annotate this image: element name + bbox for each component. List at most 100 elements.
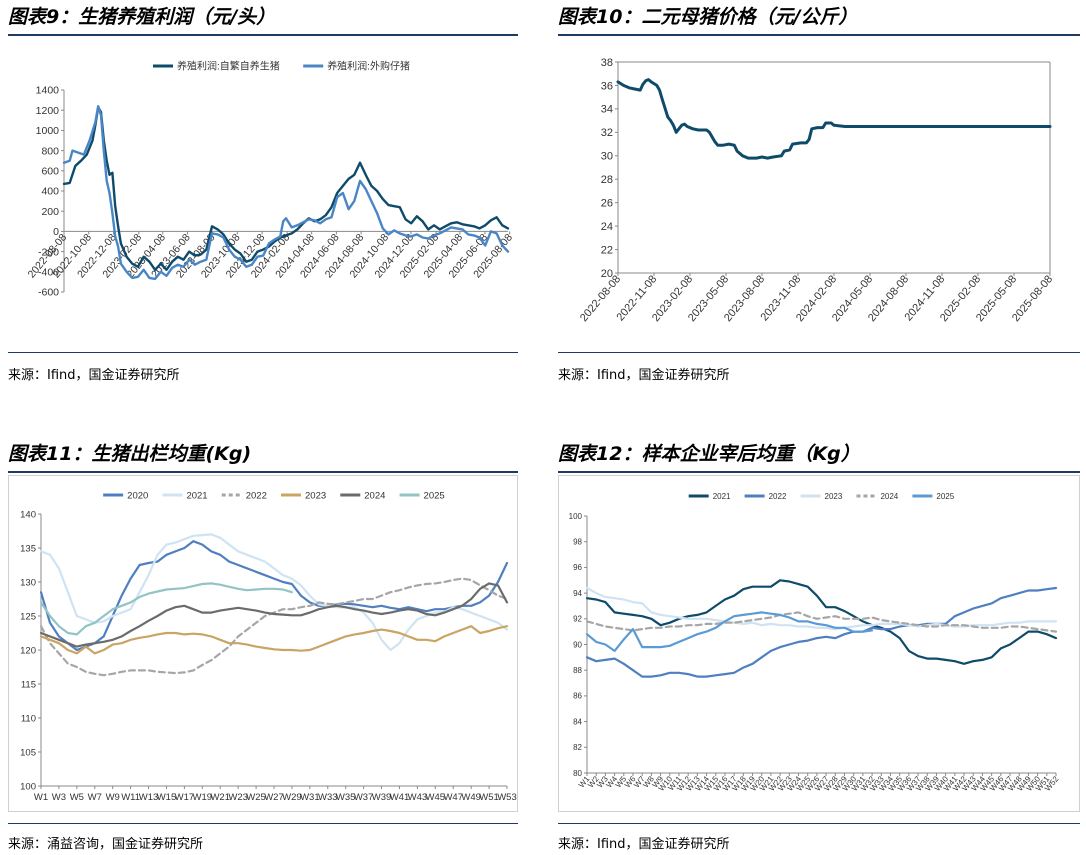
legend-label: 2023: [305, 490, 326, 501]
y-tick-label: 28: [601, 174, 613, 186]
y-tick-label: 94: [573, 589, 582, 598]
x-tick-label: W49: [461, 792, 481, 803]
series-line-s0: [62, 106, 510, 271]
y-tick-label: 120: [20, 645, 36, 656]
y-tick-label: -200: [38, 246, 59, 258]
x-tick-label: W15: [157, 792, 177, 803]
chart-profit: -600-400-2000200400600800100012001400202…: [26, 60, 516, 299]
source-rule: [8, 823, 518, 824]
y-tick-label: 135: [20, 543, 36, 554]
chart-frame: -600 -400 -200 0 200 400 600 800 1000 1200 1400 202…: [8, 40, 518, 340]
y-tick-label: 36: [601, 80, 613, 92]
y-tick-label: 82: [573, 743, 582, 752]
y-tick-label: 130: [20, 577, 36, 588]
y-tick-label: 800: [41, 145, 59, 157]
legend-label: 2025: [424, 490, 445, 501]
legend-label: 2025: [936, 492, 954, 501]
y-tick-label: 100: [569, 512, 583, 521]
chart-sow-price: 202224262830323436382022-08-082022-11-08…: [578, 57, 1055, 324]
panel-slaughter-weight: 图表11：生猪出栏均重(Kg) 100 105 110 115 120 125 130 135…: [8, 437, 518, 855]
y-tick-label: 200: [41, 206, 59, 218]
series-line-2024: [39, 582, 509, 648]
x-tick-label: W51: [479, 792, 499, 803]
y-tick-label: 84: [573, 717, 582, 726]
x-tick-label: W27: [264, 792, 284, 803]
y-tick-label: 98: [573, 538, 582, 547]
series-line-s0: [616, 78, 1052, 160]
y-tick-label: 90: [573, 640, 582, 649]
x-tick-label: W47: [443, 792, 463, 803]
title-rule: [558, 471, 1080, 473]
x-tick-label: W7: [88, 792, 102, 803]
series-line-2023: [39, 625, 509, 655]
y-tick-label: 30: [601, 151, 613, 163]
legend-label: 养殖利润:外购仔猪: [327, 60, 410, 73]
legend-label: 2022: [769, 492, 787, 501]
x-tick-label: W29: [282, 792, 302, 803]
panel-title: 图表10：二元母猪价格（元/公斤）: [558, 6, 858, 28]
legend: 2021 2022 2023 2024 2025: [688, 492, 955, 501]
x-tick-label: W9: [106, 792, 120, 803]
legend-label: 2023: [825, 492, 843, 501]
x-tick-label: W5: [70, 792, 84, 803]
x-tick-label: W23: [228, 792, 248, 803]
x-tick-label: W41: [390, 792, 410, 803]
y-tick-label: -400: [38, 266, 59, 278]
x-tick-label: W31: [300, 792, 320, 803]
source-rule: [8, 352, 518, 353]
panel-sow-price: 图表10：二元母猪价格（元/公斤） 20 22 24 26 28 30 32 34 36 38 20…: [558, 0, 1080, 400]
title-rule: [8, 34, 518, 36]
panel-profit: 图表9：生猪养殖利润（元/头） -600 -400 -200 0 200 400 600 80…: [8, 0, 518, 400]
x-tick-label: W43: [408, 792, 428, 803]
legend-label: 2024: [880, 492, 898, 501]
y-tick-label: 32: [601, 127, 613, 139]
y-tick-label: 600: [41, 165, 59, 177]
x-tick-label: W53: [497, 792, 517, 803]
legend-label: 2024: [364, 490, 385, 501]
y-tick-label: 100: [20, 781, 36, 792]
series-line-2025: [585, 611, 874, 652]
chart-frame: 100 105 110 115 120 125 130 135 140 W1 W3 W5 W7 W9 W11…: [8, 475, 518, 812]
chart-frame: 20 22 24 26 28 30 32 34 36 38 2022-08-08 2022-11-08…: [558, 40, 1080, 340]
series-line-2021: [39, 533, 509, 652]
legend-label: 养殖利润:自繁自养生猪: [177, 60, 280, 73]
legend-label: 2020: [127, 490, 148, 501]
y-tick-label: 34: [601, 104, 613, 116]
x-tick-label: W3: [52, 792, 66, 803]
y-tick-label: 92: [573, 615, 582, 624]
source-rule: [558, 823, 1080, 824]
source-note: 来源：Ifind，国金证券研究所: [8, 368, 180, 383]
x-tick-label: W25: [246, 792, 266, 803]
panel-title: 图表9：生猪养殖利润（元/头）: [8, 6, 276, 28]
x-tick-label: W45: [426, 792, 446, 803]
series-line-s1: [62, 105, 510, 281]
y-tick-label: 1000: [36, 125, 60, 137]
x-tick-label: W1: [34, 792, 48, 803]
y-tick-label: 38: [601, 57, 613, 69]
x-tick-label: W35: [336, 792, 356, 803]
legend: 养殖利润:自繁自养生猪 养殖利润:外购仔猪: [153, 60, 410, 73]
chart-carcass-weight: 80828486889092949698100W1W2W3W4W5W6W7W8W…: [569, 492, 1061, 793]
legend-label: 2021: [713, 492, 731, 501]
x-tick-label: W37: [354, 792, 374, 803]
y-tick-label: 125: [20, 611, 36, 622]
y-tick-label: 88: [573, 666, 582, 675]
y-tick-label: 1200: [36, 105, 60, 117]
y-tick-label: 80: [573, 769, 582, 778]
y-tick-label: 1400: [36, 85, 60, 97]
series-line-2022: [39, 577, 509, 677]
x-tick-label: W19: [193, 792, 213, 803]
y-tick-label: 400: [41, 186, 59, 198]
source-note: 来源：涌益咨询，国金证券研究所: [8, 837, 204, 852]
y-tick-label: 110: [21, 713, 36, 724]
title-rule: [558, 34, 1080, 36]
y-tick-label: 105: [20, 747, 36, 758]
y-tick-label: 22: [601, 244, 613, 256]
chart-frame: 80 82 84 86 88 90 92 94 96 98 100 W1 W2 W3 W4 W5 W6 W7 W8 W…: [558, 475, 1080, 812]
legend-label: 2021: [186, 490, 207, 501]
series-line-2020: [39, 540, 509, 652]
legend-label: 2022: [246, 490, 267, 501]
x-tick-label: W17: [175, 792, 195, 803]
series-line-2024: [585, 611, 1058, 633]
series-line-2025: [39, 582, 293, 636]
